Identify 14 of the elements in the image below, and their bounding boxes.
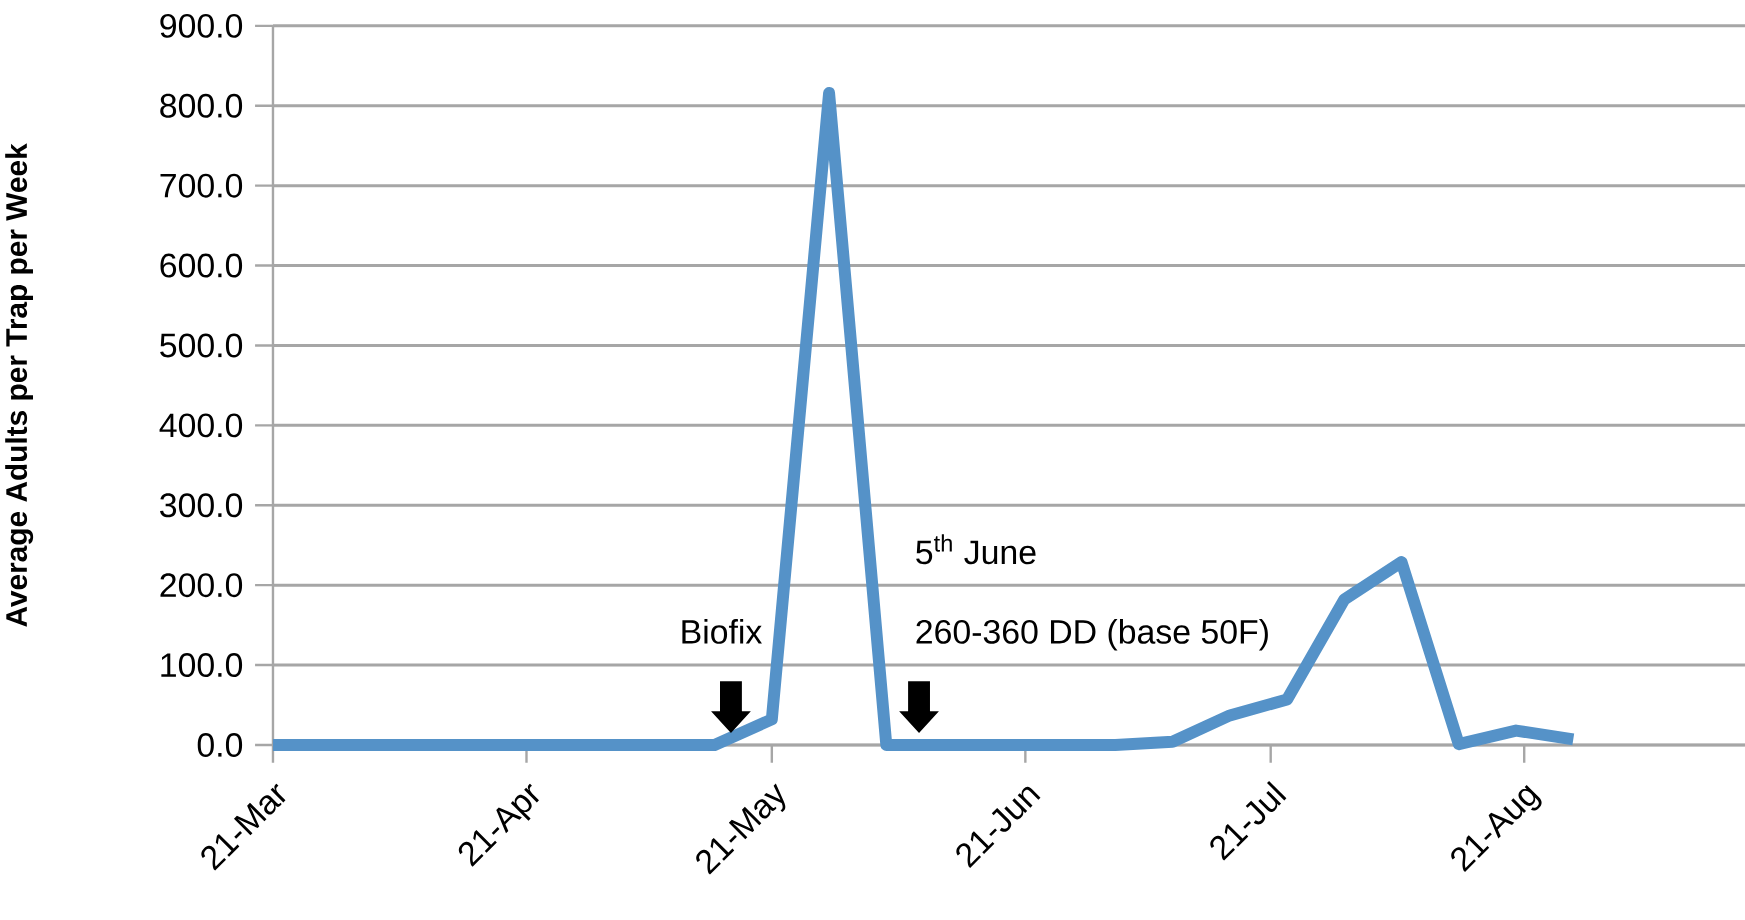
y-tick-label: 700.0 [160, 173, 243, 198]
y-tick-label: 0.0 [197, 732, 243, 757]
y-tick-label: 300.0 [160, 493, 243, 518]
y-tick-label: 200.0 [160, 573, 243, 598]
y-tick-label: 400.0 [159, 413, 243, 438]
y-tick-label: 500.0 [160, 333, 243, 358]
y-axis-title: Average Adults per Trap per Week [5, 143, 34, 627]
annotation: 5$^{th}$ June [916, 534, 1036, 565]
y-tick-label: 900.0 [160, 13, 243, 38]
y-tick-label: 100.0 [161, 653, 243, 678]
annotation: 260-360 DD (base 50F) [916, 619, 1268, 651]
y-tick-label: 800.0 [160, 93, 243, 118]
y-tick-label: 600.0 [160, 253, 243, 278]
annotation: Biofix [682, 619, 762, 644]
